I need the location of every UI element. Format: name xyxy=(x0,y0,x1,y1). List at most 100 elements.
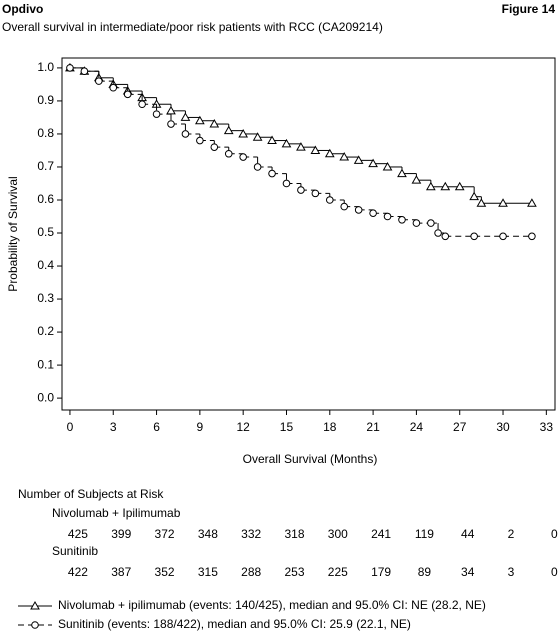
censor-marker xyxy=(425,181,436,191)
y-tick-label: 0.4 xyxy=(37,258,54,272)
censor-marker xyxy=(476,198,487,207)
y-tick-label: 0.7 xyxy=(37,159,54,173)
censor-marker xyxy=(181,130,190,138)
censor-marker xyxy=(80,67,89,76)
x-axis-label: Overall Survival (Months) xyxy=(243,452,378,466)
censor-marker xyxy=(440,181,451,191)
risk-count: 34 xyxy=(461,565,475,579)
censor-marker xyxy=(397,168,407,178)
x-tick-label: 3 xyxy=(110,420,117,434)
risk-count: 0 xyxy=(551,527,558,541)
censor-marker xyxy=(66,64,74,72)
censor-marker xyxy=(339,152,350,161)
risk-table-title: Number of Subjects at Risk xyxy=(18,487,164,501)
risk-count: 300 xyxy=(328,527,348,541)
censor-marker xyxy=(528,232,536,241)
y-tick-label: 0.1 xyxy=(37,357,54,371)
censor-marker xyxy=(238,128,249,138)
censor-marker xyxy=(167,120,175,128)
header-right: Figure 14 xyxy=(502,2,556,16)
censor-marker xyxy=(398,216,406,224)
y-axis-label: Probability of Survival xyxy=(6,176,20,291)
censor-marker xyxy=(383,212,392,221)
x-tick-label: 24 xyxy=(410,420,424,434)
legend-label: Nivolumab + ipilimumab (events: 140/425)… xyxy=(58,598,486,612)
y-tick-label: 0.0 xyxy=(37,390,54,404)
censor-marker xyxy=(224,149,233,158)
censor-marker xyxy=(223,125,234,135)
censor-marker xyxy=(268,169,276,178)
censor-marker xyxy=(282,179,291,188)
chart-title: Overall survival in intermediate/poor ri… xyxy=(2,20,383,34)
censor-marker xyxy=(369,209,377,217)
censor-marker xyxy=(434,229,442,237)
x-tick-label: 33 xyxy=(540,420,554,434)
censor-marker xyxy=(180,112,191,121)
censor-marker xyxy=(411,175,422,184)
x-tick-label: 12 xyxy=(236,420,250,434)
risk-count: 288 xyxy=(241,565,261,579)
censor-marker xyxy=(297,186,305,194)
plot-frame xyxy=(61,57,556,411)
censor-marker xyxy=(469,191,480,201)
censor-marker xyxy=(152,110,161,118)
risk-count: 332 xyxy=(241,527,261,541)
censor-marker xyxy=(353,155,364,164)
x-tick-label: 27 xyxy=(453,420,467,434)
risk-count: 387 xyxy=(111,565,131,579)
censor-marker xyxy=(368,158,378,168)
censor-marker xyxy=(210,143,219,151)
censor-marker xyxy=(454,181,465,191)
x-tick-label: 18 xyxy=(323,420,337,434)
censor-marker xyxy=(109,83,118,92)
censor-marker xyxy=(412,219,421,227)
legend-marker xyxy=(30,600,40,610)
risk-count: 372 xyxy=(155,527,175,541)
censor-marker xyxy=(196,136,204,145)
y-tick-label: 0.6 xyxy=(37,192,54,206)
risk-count: 318 xyxy=(284,527,304,541)
risk-count: 179 xyxy=(371,565,391,579)
x-tick-label: 0 xyxy=(67,420,74,434)
censor-marker xyxy=(340,202,349,211)
censor-marker xyxy=(498,198,508,207)
x-tick-label: 30 xyxy=(496,420,510,434)
y-tick-label: 0.5 xyxy=(37,225,54,239)
censor-marker xyxy=(296,142,306,151)
censor-marker xyxy=(427,219,435,227)
x-tick-label: 15 xyxy=(280,420,294,434)
censor-marker xyxy=(382,161,393,171)
censor-marker xyxy=(95,77,103,85)
risk-group-name: Nivolumab + Ipilimumab xyxy=(52,506,181,520)
header-left: Opdivo xyxy=(2,2,43,16)
risk-count: 225 xyxy=(328,565,348,579)
y-tick-label: 0.2 xyxy=(37,324,54,338)
risk-count: 352 xyxy=(155,565,175,579)
y-tick-label: 0.8 xyxy=(37,126,54,140)
censor-marker xyxy=(325,196,334,204)
censor-marker xyxy=(195,115,205,125)
legend-marker xyxy=(31,621,39,629)
x-tick-label: 9 xyxy=(197,420,204,434)
censor-marker xyxy=(354,206,363,214)
censor-marker xyxy=(253,163,262,171)
risk-count: 2 xyxy=(508,527,515,541)
risk-count: 44 xyxy=(461,527,475,541)
y-tick-label: 0.3 xyxy=(37,291,54,305)
censor-marker xyxy=(324,148,335,158)
risk-count: 422 xyxy=(68,565,88,579)
risk-count: 241 xyxy=(371,527,391,541)
censor-marker xyxy=(499,232,507,241)
risk-group-name: Sunitinib xyxy=(52,544,98,558)
censor-marker xyxy=(527,198,537,207)
risk-count: 89 xyxy=(418,565,432,579)
risk-count: 348 xyxy=(198,527,218,541)
censor-marker xyxy=(470,232,478,241)
risk-count: 0 xyxy=(551,565,558,579)
risk-count: 3 xyxy=(508,565,515,579)
censor-marker xyxy=(281,138,292,148)
censor-marker xyxy=(123,90,132,99)
risk-count: 253 xyxy=(284,565,304,579)
